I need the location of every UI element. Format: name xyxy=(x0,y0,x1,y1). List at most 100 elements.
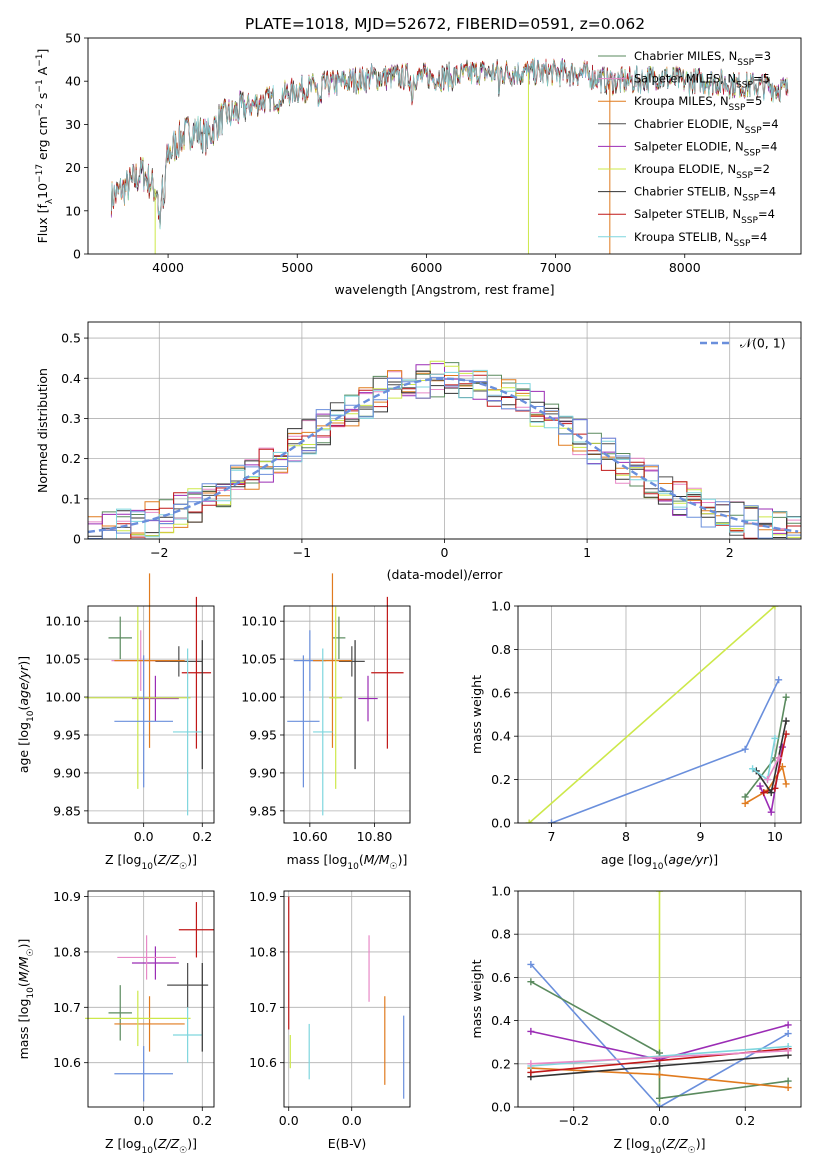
figure-title: PLATE=1018, MJD=52672, FIBERID=0591, z=0… xyxy=(245,15,645,33)
y-tick-label: 10 xyxy=(65,203,81,218)
x-tick-label: −2 xyxy=(150,545,168,560)
y-tick-label: 0.4 xyxy=(61,371,81,386)
label-part: A xyxy=(35,66,50,79)
x-tick-label: 10.80 xyxy=(357,829,393,844)
label-part: ( xyxy=(661,1136,666,1151)
label-part: erg cm xyxy=(35,116,50,164)
y-tick-label: 10.00 xyxy=(45,690,81,705)
y-tick-label: 9.90 xyxy=(249,765,277,780)
label-part: ( xyxy=(16,706,31,711)
series-group xyxy=(525,606,790,823)
label-part: −2 xyxy=(35,103,45,116)
weight-marker xyxy=(525,819,533,823)
label-part: age/yr xyxy=(668,852,709,867)
label-part: −1 xyxy=(35,54,45,67)
weight-marker xyxy=(527,978,535,986)
axes-frame xyxy=(87,890,215,1108)
label-part: M/M xyxy=(16,956,31,982)
label-part: λ xyxy=(45,198,55,204)
y-axis-label: Flux [fλ10−17 erg cm−2 s−1 A−1] xyxy=(35,49,55,244)
legend-label: Salpeter STELIB, NSSP=4 xyxy=(634,207,775,226)
label-part: ( xyxy=(663,852,668,867)
x-axis-label: mass [log10(M/M☉)] xyxy=(287,852,408,872)
residual-histogram xyxy=(88,363,801,540)
x-tick-label: 0.0 xyxy=(342,1113,362,1128)
weight-marker xyxy=(784,1021,792,1029)
y-tick-label: 0.0 xyxy=(491,816,511,831)
x-axis-label: E(B-V) xyxy=(328,1136,367,1151)
weight-marker xyxy=(767,808,775,816)
residual-histogram xyxy=(88,369,801,540)
label-part: age [log xyxy=(16,722,31,773)
weight-marker xyxy=(656,891,663,895)
axes-frame xyxy=(283,890,411,1108)
y-tick-label: 0.8 xyxy=(491,642,511,657)
x-axis-label: Z [log10(Z/Z☉)] xyxy=(614,1136,706,1156)
label-part: M/M xyxy=(364,852,390,867)
y-tick-label: 10.9 xyxy=(249,889,277,904)
label-part: )] xyxy=(708,852,718,867)
legend-label: 𝒩(0, 1) xyxy=(740,336,786,351)
axes-age_vs_mass: 10.60 10.80 9.85 9.90 9.95 10.00 10.05 10.10 mas… xyxy=(241,573,411,872)
label-part: SSP xyxy=(736,81,753,91)
x-tick-label: 0.2 xyxy=(192,1113,212,1128)
residual-histogram xyxy=(88,376,801,540)
legend-label: Salpeter MILES, NSSP=5 xyxy=(634,72,770,91)
series-group xyxy=(527,891,792,1107)
axes-frame xyxy=(517,890,802,1108)
label-part: =5 xyxy=(753,72,770,86)
weight-marker xyxy=(741,745,749,753)
legend-label: Kroupa ELODIE, NSSP=2 xyxy=(634,162,770,181)
x-axis-label: age [log10(age/yr)] xyxy=(601,852,718,872)
legend-label: Kroupa STELIB, NSSP=4 xyxy=(634,230,767,249)
y-tick-label: 10.7 xyxy=(249,1000,277,1015)
y-tick-label: 40 xyxy=(65,74,81,89)
label-part: SSP xyxy=(737,58,754,68)
y-tick-label: 0.2 xyxy=(491,1056,511,1071)
x-tick-label: 1 xyxy=(583,545,591,560)
label-part: SSP xyxy=(736,171,753,181)
legend-label: Chabrier STELIB, NSSP=4 xyxy=(634,185,776,204)
axes-weight_vs_Z: −0.2 0.0 0.2 0.0 0.2 0.4 0.6 0.8 1.0 Z [log10(Z/Z… xyxy=(469,884,802,1156)
y-tick-label: 9.95 xyxy=(249,727,277,742)
y-tick-label: 0.2 xyxy=(61,451,81,466)
label-part: SSP xyxy=(734,239,751,249)
y-tick-label: 10.10 xyxy=(241,614,277,629)
label-part: Salpeter STELIB, N xyxy=(634,207,741,221)
axes-frame xyxy=(87,605,215,824)
weight-marker xyxy=(527,1027,535,1035)
label-part: ☉ xyxy=(179,862,187,872)
x-tick-label: 0.2 xyxy=(192,829,212,844)
label-part: =3 xyxy=(754,49,771,63)
weight-marker xyxy=(656,1103,663,1107)
x-tick-label: 10 xyxy=(767,829,783,844)
y-tick-label: 50 xyxy=(65,31,81,46)
label-part: 10 xyxy=(141,1146,153,1156)
weight-marker xyxy=(656,1094,663,1102)
weight-line xyxy=(528,606,776,823)
y-tick-label: 0.4 xyxy=(491,1013,511,1028)
x-tick-label: 0 xyxy=(441,545,449,560)
label-part: ( xyxy=(153,852,158,867)
weight-marker xyxy=(760,789,768,797)
label-part: 10 xyxy=(141,862,153,872)
y-tick-label: 0.6 xyxy=(491,685,511,700)
label-part: −1 xyxy=(35,79,45,92)
label-part: age [log xyxy=(601,852,652,867)
y-tick-label: 10.6 xyxy=(53,1055,81,1070)
label-part: 10 xyxy=(347,862,359,872)
label-part: =4 xyxy=(762,117,779,131)
label-part: Chabrier MILES, N xyxy=(634,49,737,63)
label-part: Z/Z xyxy=(157,1136,180,1151)
label-part: Salpeter MILES, N xyxy=(634,72,736,86)
weight-marker xyxy=(771,606,779,610)
x-tick-label: 4000 xyxy=(152,260,184,275)
weight-marker xyxy=(784,1077,792,1085)
weight-marker xyxy=(782,780,790,788)
y-axis-label: mass [log10(M/M☉)] xyxy=(16,939,36,1060)
weight-marker xyxy=(775,754,783,762)
axes-mass_vs_Z: 0.0 0.210.610.710.810.9Z [log10(Z/Z☉)]mas… xyxy=(16,889,215,1156)
